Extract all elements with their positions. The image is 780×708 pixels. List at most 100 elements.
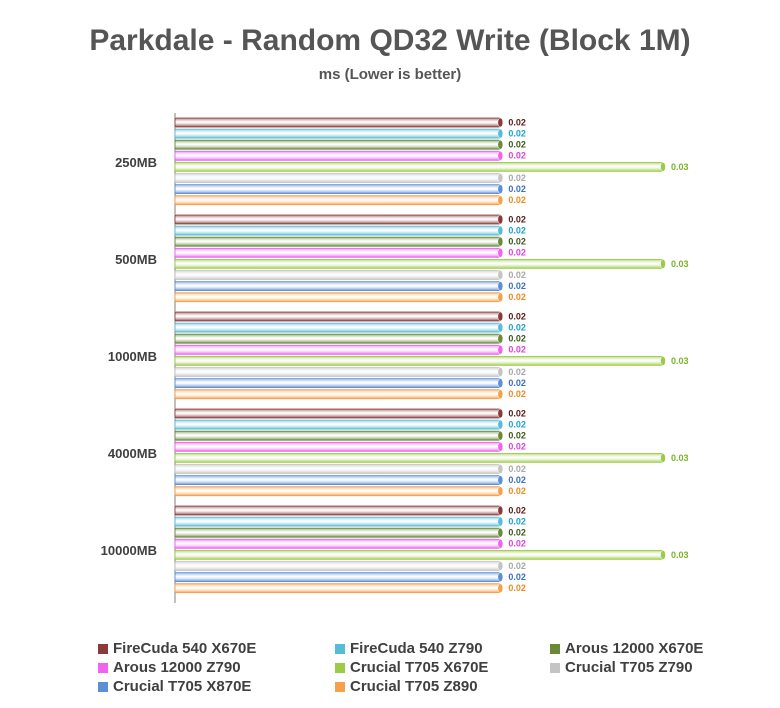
data-label: 0.02 xyxy=(508,248,526,258)
legend-swatch xyxy=(98,643,108,654)
bar-end-cap xyxy=(660,453,666,463)
data-label: 0.02 xyxy=(508,292,526,302)
bar xyxy=(174,195,501,206)
category-label: 250MB xyxy=(115,155,157,170)
bar-end-cap xyxy=(497,408,504,419)
legend-label: FireCuda 540 X670E xyxy=(113,640,257,657)
data-label: 0.03 xyxy=(671,162,689,172)
legend-label: Crucial T705 Z890 xyxy=(350,678,478,695)
legend-label: Crucial T705 X870E xyxy=(113,678,252,695)
bar xyxy=(174,117,501,128)
data-label: 0.02 xyxy=(508,281,526,291)
data-label: 0.02 xyxy=(508,539,526,549)
data-label: 0.02 xyxy=(508,572,526,582)
bar xyxy=(174,333,501,344)
data-label: 0.02 xyxy=(508,528,526,538)
bar xyxy=(174,139,501,150)
bar-end-cap xyxy=(497,195,504,205)
bar-end-cap xyxy=(497,430,504,441)
data-label: 0.02 xyxy=(508,378,526,388)
bar xyxy=(174,128,501,139)
data-label: 0.02 xyxy=(508,389,526,399)
legend-swatch xyxy=(98,681,108,692)
bar-end-cap xyxy=(497,539,504,549)
data-label: 0.02 xyxy=(508,270,526,280)
bar-end-cap xyxy=(497,419,504,430)
bar xyxy=(174,408,501,419)
bar xyxy=(174,389,501,400)
bar-end-cap xyxy=(497,475,504,485)
bar xyxy=(174,173,501,183)
data-label: 0.02 xyxy=(508,225,526,235)
bar xyxy=(174,419,501,430)
bar xyxy=(174,561,501,571)
data-label: 0.02 xyxy=(508,311,526,321)
data-label: 0.02 xyxy=(508,516,526,526)
bar xyxy=(174,538,501,549)
bar-end-cap xyxy=(497,516,504,527)
legend-swatch xyxy=(550,662,560,673)
legend-swatch xyxy=(550,643,560,654)
data-label: 0.02 xyxy=(508,334,526,344)
bar-end-cap xyxy=(497,378,504,388)
bar xyxy=(174,475,501,486)
legend-item: FireCuda 540 Z790 xyxy=(335,640,483,657)
bar-end-cap xyxy=(497,151,504,161)
bar xyxy=(174,505,501,516)
data-label: 0.03 xyxy=(671,453,689,463)
bar xyxy=(174,378,501,389)
bar xyxy=(174,527,501,538)
bar-end-cap xyxy=(497,527,504,538)
bar xyxy=(174,225,501,236)
data-label: 0.02 xyxy=(508,475,526,485)
data-label: 0.02 xyxy=(508,214,526,224)
bar-end-cap xyxy=(497,333,504,344)
legend-item: Arous 12000 X670E xyxy=(550,640,703,657)
bar-end-cap xyxy=(497,583,504,593)
bar-end-cap xyxy=(497,442,504,452)
data-label: 0.02 xyxy=(508,117,526,127)
legend-item: Crucial T705 Z890 xyxy=(335,678,478,695)
bar-end-cap xyxy=(497,173,504,183)
bar xyxy=(174,311,501,322)
bar xyxy=(174,441,501,452)
bar-end-cap xyxy=(497,281,504,291)
bar-end-cap xyxy=(497,214,504,225)
legend-label: Arous 12000 X670E xyxy=(565,640,704,657)
bar-end-cap xyxy=(497,128,504,139)
bar-end-cap xyxy=(497,486,504,496)
category-label: 1000MB xyxy=(108,349,157,364)
data-label: 0.02 xyxy=(508,561,526,571)
bar xyxy=(174,355,664,366)
legend-item: FireCuda 540 X670E xyxy=(98,640,256,657)
bar-end-cap xyxy=(497,505,504,516)
bar-end-cap xyxy=(497,117,504,128)
bar-end-cap xyxy=(497,270,504,280)
bar-end-cap xyxy=(497,561,504,571)
bar-end-cap xyxy=(497,464,504,474)
bar xyxy=(174,258,664,269)
legend-swatch xyxy=(335,662,345,673)
data-label: 0.02 xyxy=(508,367,526,377)
bar xyxy=(174,464,501,474)
data-label: 0.02 xyxy=(508,173,526,183)
category-label: 4000MB xyxy=(108,446,157,461)
legend-label: Arous 12000 Z790 xyxy=(113,659,241,676)
data-label: 0.02 xyxy=(508,431,526,441)
data-label: 0.02 xyxy=(508,486,526,496)
bar xyxy=(174,516,501,527)
bar-end-cap xyxy=(497,248,504,258)
category-label: 10000MB xyxy=(101,543,157,558)
bar xyxy=(174,184,501,195)
bar-end-cap xyxy=(497,139,504,150)
bar xyxy=(174,292,501,303)
bar xyxy=(174,236,501,247)
bar-end-cap xyxy=(497,311,504,322)
bar-end-cap xyxy=(497,322,504,333)
legend-label: FireCuda 540 Z790 xyxy=(350,640,483,657)
bar xyxy=(174,367,501,377)
bar-end-cap xyxy=(497,236,504,247)
legend-swatch xyxy=(98,662,108,673)
bar xyxy=(174,430,501,441)
bar xyxy=(174,214,501,225)
